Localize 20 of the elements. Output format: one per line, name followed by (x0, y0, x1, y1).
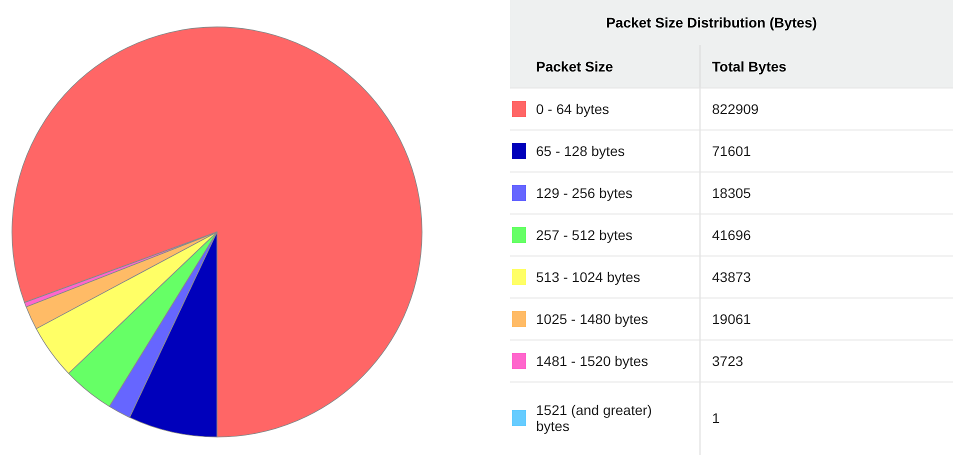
legend-label: 513 - 1024 bytes (536, 269, 640, 285)
data-label: 822909 (712, 101, 759, 117)
text: Total Bytes (712, 58, 787, 74)
data-label: 18305 (712, 185, 752, 201)
data-label: 3723 (712, 353, 744, 369)
legend-label: 1481 - 1520 bytes (536, 353, 648, 369)
data-label: 71601 (712, 143, 752, 159)
data-label: 19061 (712, 311, 752, 327)
chart-title: Packet Size Distribution (Bytes) (606, 14, 817, 30)
legend-label: 65 - 128 bytes (536, 143, 625, 159)
legend-label: 1025 - 1480 bytes (536, 311, 648, 327)
legend-label: 129 - 256 bytes (536, 185, 633, 201)
text: Packet Size (536, 58, 614, 74)
legend-label: 257 - 512 bytes (536, 227, 633, 243)
pie-slice (12, 26, 422, 438)
data-label: 43873 (712, 269, 752, 285)
legend-label: 1521 (and greater) bytes (536, 402, 652, 434)
data-label: 1 (712, 410, 720, 426)
data-label: 41696 (712, 227, 752, 243)
legend-label: 0 - 64 bytes (536, 101, 610, 117)
